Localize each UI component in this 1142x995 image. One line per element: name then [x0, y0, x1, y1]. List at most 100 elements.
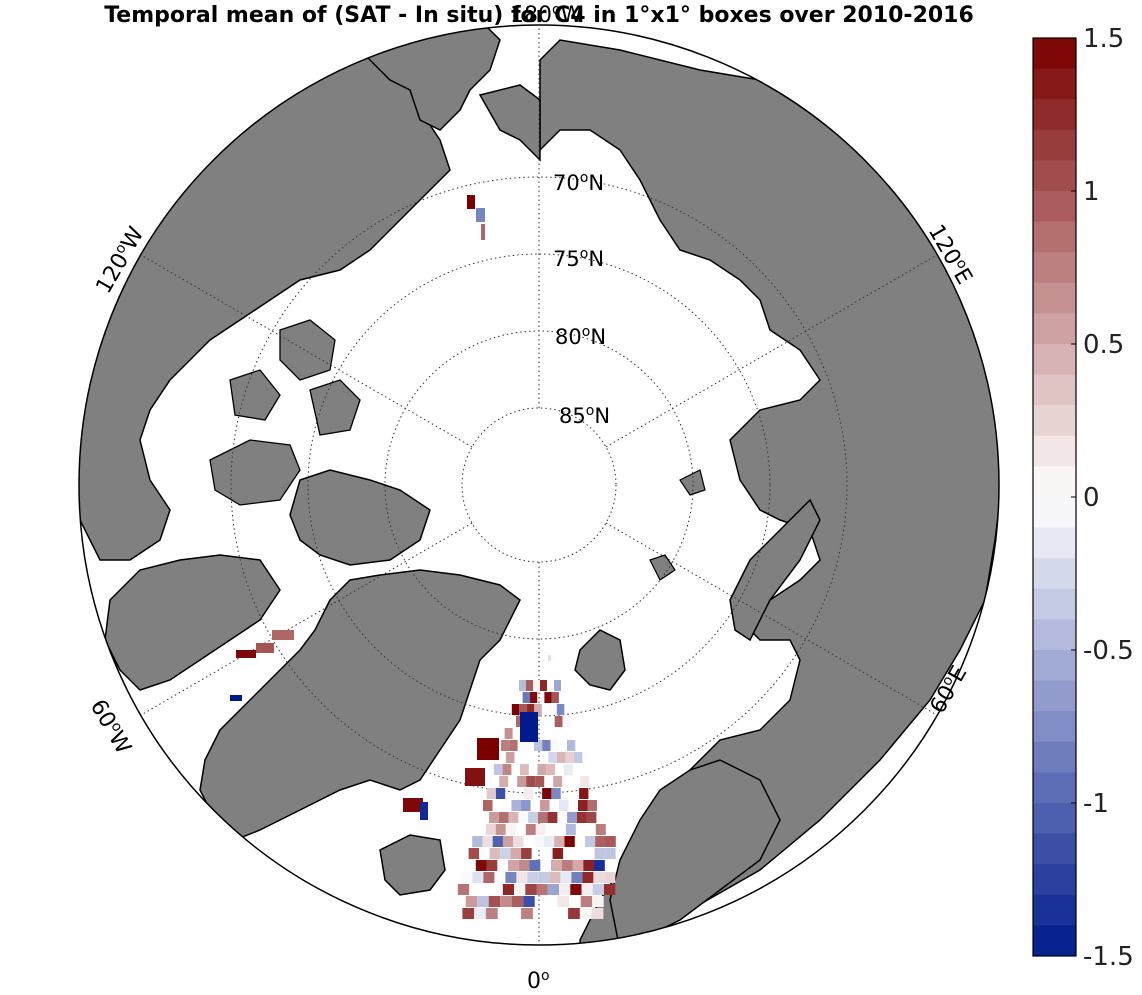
colorbar-ticks: 1.5 1 0.5 0 -0.5 -1 -1.5: [1071, 24, 1134, 972]
data-box: [581, 884, 593, 895]
data-box: [533, 680, 540, 691]
data-box: [272, 630, 294, 640]
data-box: [540, 800, 550, 811]
data-box: [533, 836, 544, 847]
data-box: [521, 848, 532, 859]
data-box: [529, 692, 538, 703]
data-box: [551, 692, 559, 703]
data-box: [582, 872, 594, 883]
data-box: [594, 860, 605, 871]
data-box: [547, 884, 560, 895]
colorbar-cell: [1033, 313, 1076, 345]
colorbar-cell: [1033, 99, 1076, 131]
lat-label-70: 70oN: [553, 170, 604, 195]
data-box: [505, 872, 517, 883]
colorbar: 1.5 1 0.5 0 -0.5 -1 -1.5: [1032, 24, 1134, 972]
data-box: [548, 655, 551, 661]
data-box: [485, 908, 498, 919]
colorbar-cell: [1033, 925, 1076, 957]
data-box: [579, 908, 592, 919]
data-box: [477, 738, 499, 760]
data-box: [565, 752, 574, 763]
colorbar-cell: [1033, 650, 1076, 682]
data-box: [540, 680, 547, 691]
data-box: [517, 776, 527, 787]
data-box: [495, 824, 506, 835]
data-box: [579, 788, 589, 799]
map-border: [78, 24, 1000, 946]
data-boxes: [230, 195, 616, 919]
data-box: [499, 776, 509, 787]
land-franz-josef: [649, 554, 676, 581]
colorbar-cell: [1033, 833, 1076, 865]
data-box: [501, 740, 510, 751]
data-box: [559, 800, 569, 811]
data-box: [475, 860, 487, 871]
data-box: [538, 872, 550, 883]
data-box: [534, 704, 542, 715]
data-box: [583, 860, 595, 871]
data-box: [549, 872, 561, 883]
data-box: [510, 848, 522, 859]
data-box: [554, 836, 565, 847]
data-box: [505, 824, 516, 835]
data-box: [525, 824, 536, 835]
data-box: [573, 752, 583, 763]
land-islands-1: [209, 439, 301, 506]
data-box: [561, 860, 573, 871]
data-box: [592, 884, 605, 895]
data-box: [535, 776, 545, 787]
data-box: [516, 716, 524, 727]
colorbar-cell: [1033, 619, 1076, 651]
data-box: [528, 812, 538, 823]
data-box: [486, 860, 498, 871]
data-box: [511, 800, 521, 811]
data-box: [513, 836, 524, 847]
data-box: [502, 836, 514, 847]
data-box: [519, 680, 526, 691]
land-iceland: [379, 834, 446, 896]
data-box: [544, 692, 552, 703]
data-box: [485, 824, 496, 835]
colorbar-cell: [1033, 497, 1076, 529]
data-box: [591, 908, 604, 919]
data-box: [520, 712, 538, 742]
data-box: [570, 884, 582, 895]
data-box: [576, 812, 587, 823]
data-box: [580, 776, 590, 787]
land-ellesmere: [289, 469, 431, 566]
data-box: [551, 788, 561, 799]
data-box: [489, 812, 499, 823]
colorbar-cell: [1033, 252, 1076, 284]
colorbar-cell: [1033, 68, 1076, 100]
data-box: [564, 836, 575, 847]
colorbar-cell: [1033, 435, 1076, 467]
colorbar-cell: [1033, 38, 1076, 70]
data-box: [489, 848, 501, 859]
colorbar-tick-label: 0.5: [1083, 330, 1124, 360]
data-box: [605, 848, 616, 859]
colorbar-cell: [1033, 803, 1076, 835]
data-box: [403, 798, 423, 812]
colorbar-tick-label: -1: [1083, 789, 1109, 819]
colorbar-cell: [1033, 772, 1076, 804]
lat-label-80: 80oN: [555, 324, 606, 349]
data-box: [547, 812, 558, 823]
data-box: [568, 908, 580, 919]
lon-label-60w: 60oW: [85, 695, 137, 759]
data-box: [495, 788, 506, 799]
data-box: [586, 812, 597, 823]
data-box: [502, 884, 515, 895]
colorbar-cell: [1033, 344, 1076, 376]
data-box: [468, 848, 480, 859]
data-box: [518, 860, 530, 871]
land-eurasia: [539, 39, 999, 945]
data-box: [482, 836, 493, 847]
data-box: [560, 872, 572, 883]
data-box: [567, 812, 577, 823]
data-box: [465, 896, 478, 907]
data-box: [465, 768, 485, 786]
data-box: [554, 680, 561, 691]
data-box: [554, 716, 563, 727]
data-box: [230, 695, 242, 701]
